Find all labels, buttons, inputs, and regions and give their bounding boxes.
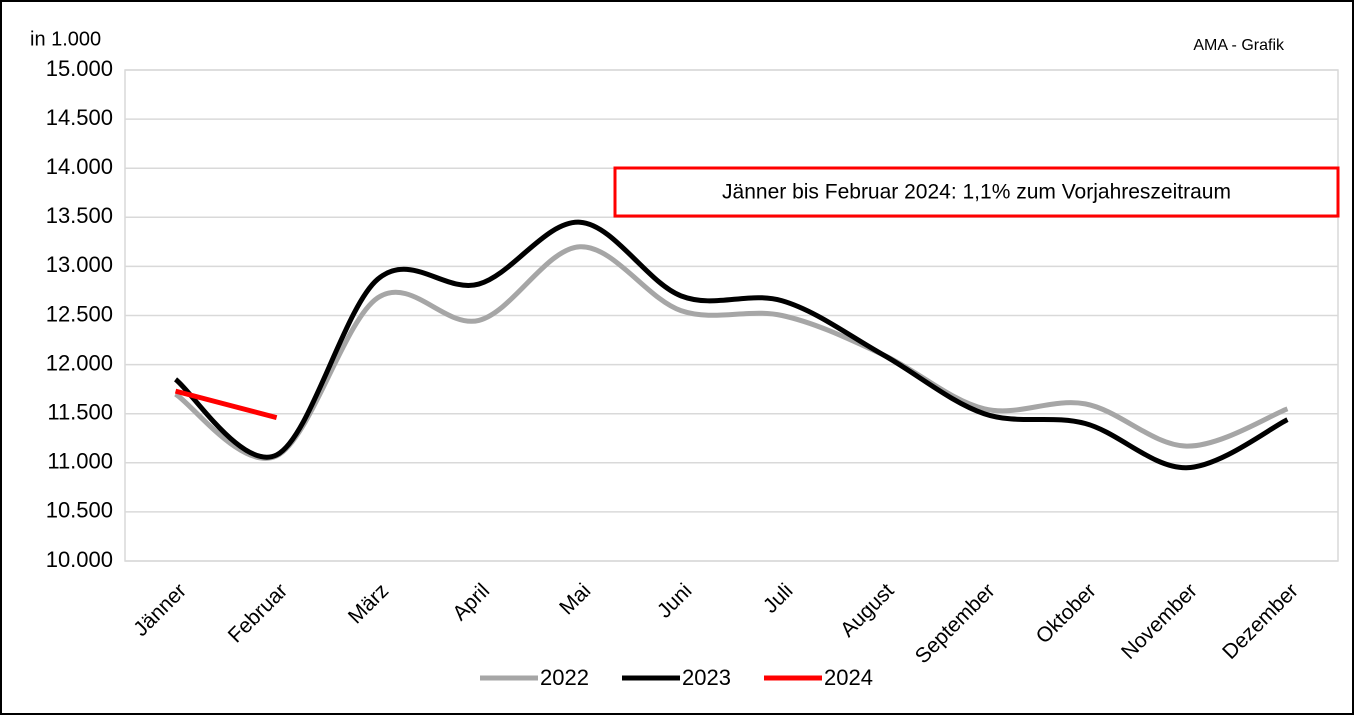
y-tick-label: 10.000 — [46, 547, 113, 572]
y-axis-label: in 1.000 — [30, 28, 101, 50]
y-tick-label: 11.000 — [47, 449, 113, 474]
y-tick-label: 14.500 — [46, 105, 113, 130]
series-line — [173, 219, 1289, 471]
y-tick-label: 13.000 — [46, 252, 113, 277]
legend-label: 2024 — [824, 665, 873, 690]
plot-border — [124, 69, 1339, 562]
y-tick-label: 12.500 — [46, 301, 113, 326]
y-tick-label: 13.500 — [46, 203, 113, 228]
y-tick-label: 14.000 — [46, 154, 113, 179]
y-tick-label: 15.000 — [46, 56, 113, 81]
series-line — [174, 388, 278, 421]
legend-label: 2022 — [540, 665, 589, 690]
annotation: Jänner bis Februar 2024: 1,1% zum Vorjah… — [722, 181, 1231, 204]
y-tick-label: 10.500 — [46, 498, 113, 523]
y-tick-label: 11.500 — [47, 400, 113, 425]
legend-label: 2023 — [682, 665, 731, 690]
source: AMA - Grafik — [1193, 37, 1285, 54]
series-line — [174, 244, 1289, 461]
annotation-box — [613, 166, 1340, 218]
y-tick-label: 12.000 — [46, 350, 113, 375]
